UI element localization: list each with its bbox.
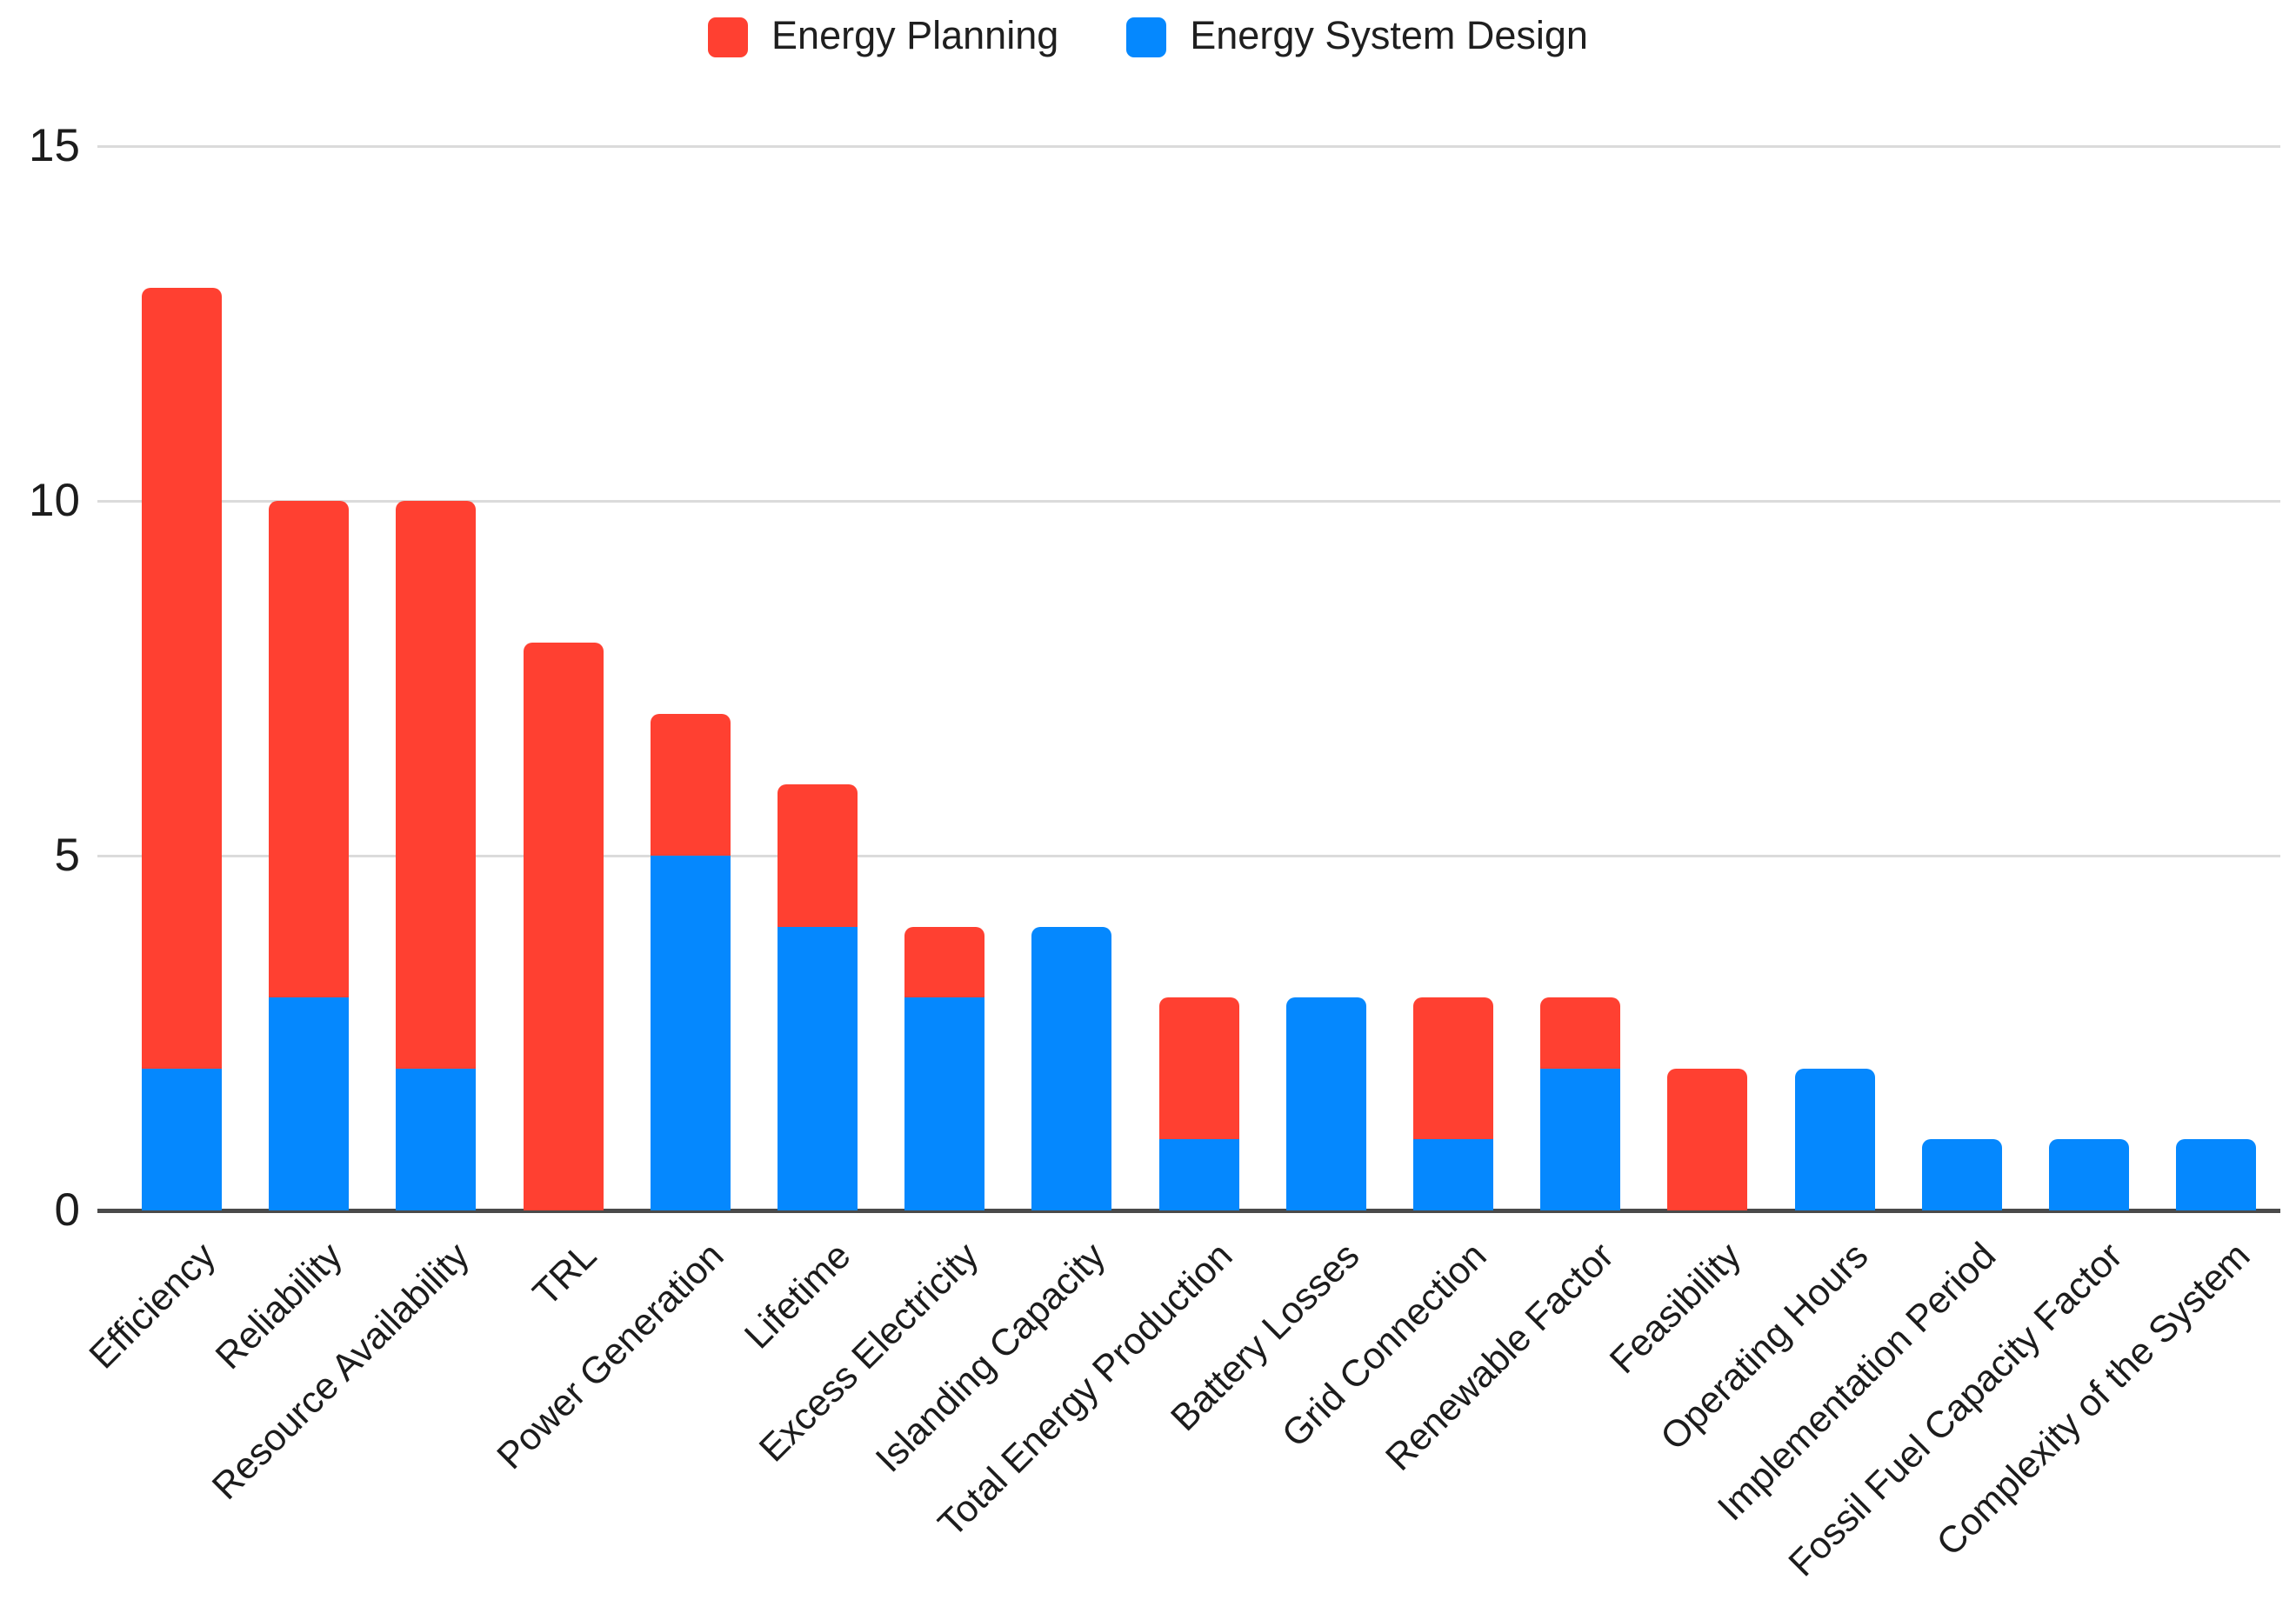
bar-segment <box>1158 997 1239 1140</box>
legend-label: Energy Planning <box>771 13 1059 57</box>
gridline-5 <box>97 855 2280 857</box>
bar-segment <box>1285 997 1366 1210</box>
bar-segment <box>1031 926 1112 1210</box>
bar-segment <box>1413 1139 1493 1210</box>
x-axis-label: Efficiency <box>81 1235 224 1377</box>
energy-planning-swatch-icon <box>708 17 749 57</box>
y-axis-tick-label: 15 <box>29 120 80 171</box>
bar-segment <box>1158 1139 1239 1210</box>
bar-segment <box>269 501 350 998</box>
x-axis-label: Renewable Factor <box>1378 1235 1623 1479</box>
x-axis-label: Islanding Capacity <box>867 1235 1114 1481</box>
legend-label: Energy System Design <box>1190 13 1588 57</box>
bar-segment <box>1921 1139 2002 1210</box>
bar-segment <box>904 926 985 998</box>
bar-segment <box>1794 1068 1875 1210</box>
gridline-10 <box>97 500 2280 503</box>
y-axis-tick-label: 10 <box>29 475 80 526</box>
bar-segment <box>142 288 222 1069</box>
y-axis-tick-label: 0 <box>54 1184 80 1236</box>
bar-segment <box>1540 1068 1621 1210</box>
bar-segment <box>523 643 604 1210</box>
bar-segment <box>650 856 731 1210</box>
bar-segment <box>778 926 858 1210</box>
x-axis-label: Lifetime <box>737 1235 859 1357</box>
x-axis-label: TRL <box>525 1235 605 1315</box>
gridline-15 <box>97 145 2280 148</box>
bar-segment <box>2049 1139 2129 1210</box>
bar-segment <box>396 1068 477 1210</box>
bar-segment <box>269 997 350 1210</box>
legend-item: Energy Planning <box>708 16 1058 58</box>
x-axis-line <box>97 1209 2280 1213</box>
bar-segment <box>396 501 477 1069</box>
bar-segment <box>1540 997 1621 1069</box>
x-axis-label: Resource Availability <box>204 1235 478 1508</box>
y-axis-tick-label: 5 <box>54 830 80 881</box>
bar-segment <box>650 713 731 856</box>
bar-segment <box>1413 997 1493 1140</box>
bar-segment <box>2176 1139 2257 1210</box>
bar-segment <box>778 784 858 927</box>
bar-segment <box>1667 1068 1748 1210</box>
bar-segment <box>142 1068 222 1210</box>
chart-legend: Energy Planning Energy System Design <box>0 16 2296 58</box>
bar-segment <box>904 997 985 1210</box>
energy-system-design-swatch-icon <box>1126 17 1167 57</box>
x-axis-label: Power Generation <box>489 1235 732 1478</box>
legend-item: Energy System Design <box>1126 16 1588 58</box>
x-axis-label: Excess Electricity <box>751 1235 987 1470</box>
